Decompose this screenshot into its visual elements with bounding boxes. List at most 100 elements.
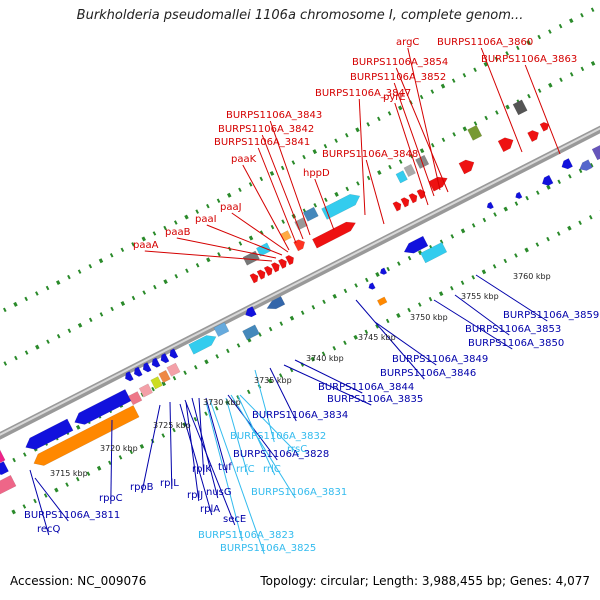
tick-mark bbox=[35, 344, 40, 350]
tick-mark bbox=[99, 312, 104, 317]
gene-arrow bbox=[245, 306, 257, 318]
tick-mark bbox=[580, 66, 585, 72]
gene-arrow bbox=[188, 335, 217, 355]
gene-block bbox=[0, 474, 17, 495]
tick-mark bbox=[385, 318, 390, 324]
gene-label: BURPS1106A_3844 bbox=[318, 382, 414, 393]
tick-mark bbox=[182, 422, 187, 428]
tick-mark bbox=[536, 190, 540, 195]
gene-arrow bbox=[285, 254, 294, 266]
gene-arrow bbox=[539, 121, 550, 132]
tick-mark bbox=[238, 241, 243, 246]
tick-mark bbox=[441, 137, 446, 143]
tick-mark bbox=[3, 361, 8, 366]
leader-line bbox=[358, 98, 366, 216]
tick-mark bbox=[568, 174, 572, 179]
tick-mark bbox=[291, 160, 296, 165]
tick-mark bbox=[108, 460, 112, 466]
tick-mark bbox=[451, 78, 456, 83]
tick-mark bbox=[450, 234, 455, 239]
tick-mark bbox=[460, 280, 465, 285]
tick-mark bbox=[332, 345, 337, 351]
gene-arrow bbox=[263, 265, 273, 277]
tick-mark bbox=[311, 305, 316, 310]
tick-mark bbox=[354, 283, 358, 288]
leader-line bbox=[365, 159, 385, 225]
leader-line bbox=[184, 399, 236, 526]
tick-mark bbox=[161, 433, 166, 438]
tick-mark bbox=[452, 132, 456, 137]
tick-mark bbox=[88, 317, 93, 323]
tick-mark bbox=[546, 184, 551, 190]
tick-mark bbox=[35, 291, 39, 296]
tick-mark bbox=[184, 214, 189, 220]
tick-mark bbox=[12, 457, 16, 463]
tick-mark bbox=[279, 321, 284, 326]
tick-mark bbox=[22, 452, 27, 457]
tick-mark bbox=[75, 424, 81, 430]
tick-mark bbox=[131, 295, 136, 301]
gene-arrow bbox=[142, 361, 152, 373]
gene-block bbox=[376, 296, 388, 307]
gene-label: BURPS1106A_3843 bbox=[226, 110, 322, 121]
scale-label: 3755 kbp bbox=[461, 292, 499, 301]
tick-mark bbox=[567, 225, 572, 231]
gene-block bbox=[213, 321, 230, 338]
tick-mark bbox=[118, 455, 123, 460]
gene-label: BURPS1106A_3811 bbox=[24, 510, 120, 521]
tick-mark bbox=[174, 273, 179, 279]
tick-mark bbox=[236, 343, 241, 348]
leader-line bbox=[169, 401, 173, 490]
tick-mark bbox=[193, 416, 198, 422]
gene-arrow bbox=[25, 418, 74, 450]
gene-label: rpoB bbox=[130, 482, 154, 493]
gene-arrow bbox=[368, 282, 376, 290]
gene-block bbox=[420, 241, 448, 264]
gene-label: argC bbox=[396, 37, 419, 48]
tick-mark bbox=[355, 127, 360, 133]
tick-mark bbox=[46, 339, 50, 344]
gene-label: recQ bbox=[37, 524, 61, 535]
leader-line bbox=[176, 237, 277, 259]
gene-arrow bbox=[0, 461, 9, 476]
tick-mark bbox=[24, 296, 28, 302]
tick-mark bbox=[398, 159, 403, 164]
leader-line bbox=[269, 120, 311, 236]
tick-mark bbox=[419, 148, 425, 154]
gene-label: rplL bbox=[160, 478, 179, 489]
gene-arrow bbox=[541, 174, 554, 186]
leader-line bbox=[239, 394, 300, 456]
tick-row bbox=[3, 60, 596, 366]
gene-arrow bbox=[277, 258, 287, 269]
gene-block bbox=[467, 124, 483, 141]
tick-mark bbox=[493, 212, 497, 217]
tick-mark bbox=[302, 154, 306, 160]
gene-block bbox=[242, 324, 260, 341]
tick-mark bbox=[215, 354, 219, 359]
tick-row bbox=[3, 7, 595, 313]
leader-line bbox=[254, 369, 275, 443]
gene-block bbox=[128, 391, 143, 406]
tick-mark bbox=[67, 274, 71, 280]
tick-mark bbox=[430, 89, 435, 94]
tick-mark bbox=[281, 219, 285, 224]
scale-label: 3760 kbp bbox=[513, 272, 551, 281]
tick-mark bbox=[590, 60, 596, 66]
gene-block bbox=[395, 170, 408, 184]
leader-line bbox=[257, 147, 297, 244]
tick-mark bbox=[142, 290, 146, 295]
tick-mark bbox=[407, 255, 412, 261]
tick-mark bbox=[45, 285, 50, 291]
tick-mark bbox=[54, 487, 59, 493]
tick-mark bbox=[345, 186, 350, 192]
tick-mark bbox=[407, 307, 411, 313]
gene-label: BURPS1106A_3834 bbox=[252, 410, 348, 421]
tick-mark bbox=[514, 253, 518, 258]
tick-mark bbox=[312, 149, 317, 155]
gene-label: BURPS1106A_3852 bbox=[350, 72, 446, 83]
tick-mark bbox=[537, 34, 541, 40]
leader-line bbox=[230, 394, 296, 499]
gene-arrow bbox=[579, 159, 593, 171]
tick-mark bbox=[494, 56, 499, 62]
